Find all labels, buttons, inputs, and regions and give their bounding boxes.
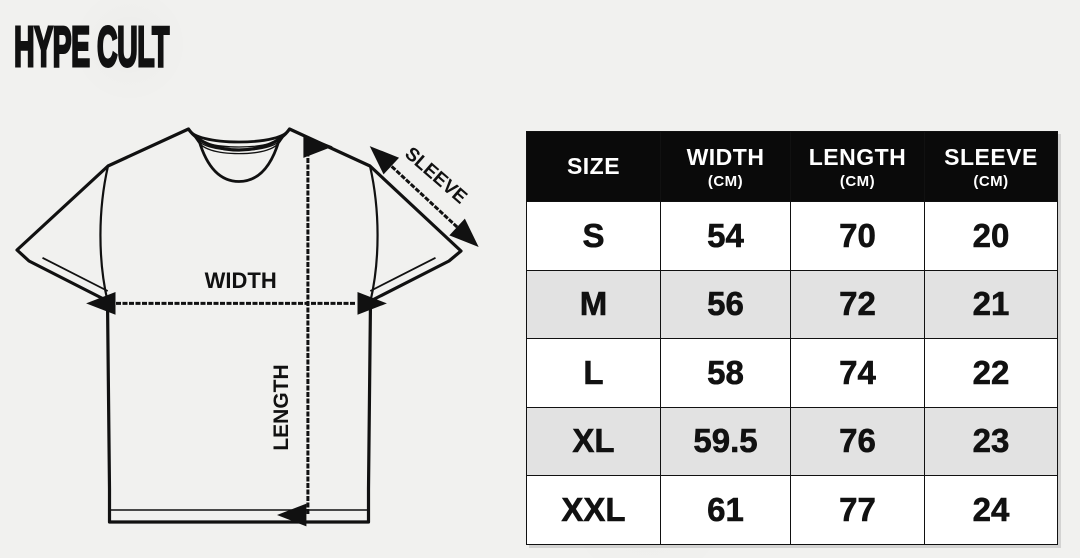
svg-text:WIDTH: WIDTH: [205, 268, 277, 293]
svg-text:SLEEVE: SLEEVE: [400, 143, 470, 208]
svg-text:LENGTH: LENGTH: [270, 364, 293, 450]
